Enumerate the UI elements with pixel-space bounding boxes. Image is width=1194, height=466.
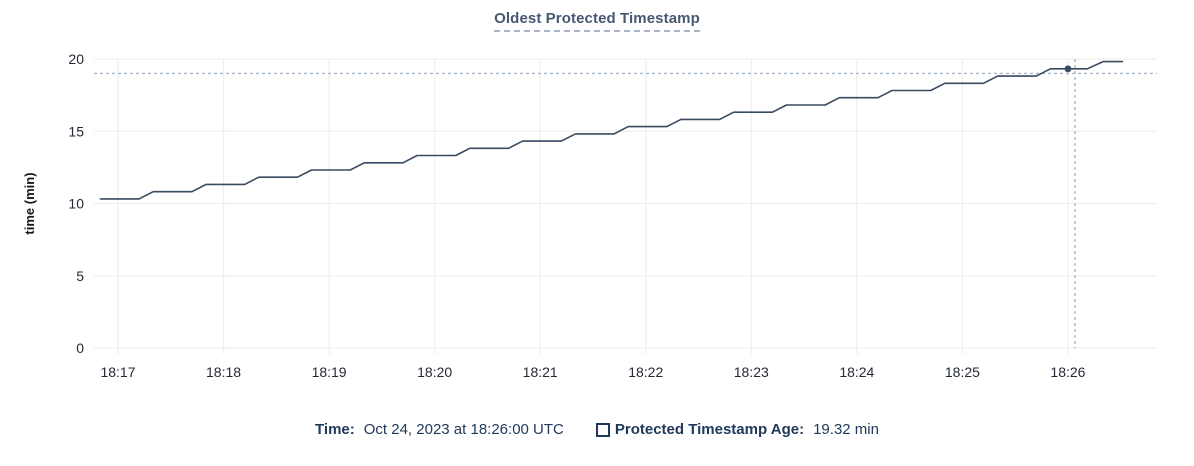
timeseries-chart[interactable]: 0 5 10 15 20 18:17 18:18 18:19 18:20 18:21 18:22 18…	[0, 0, 1194, 410]
y-tick-label: 10	[68, 196, 84, 212]
x-tick-label: 18:19	[312, 364, 347, 380]
chart-title[interactable]: Oldest Protected Timestamp	[494, 10, 700, 32]
x-tick-label: 18:24	[839, 364, 874, 380]
x-tick-label: 18:23	[734, 364, 769, 380]
legend-series-label: Protected Timestamp Age:	[614, 421, 805, 438]
chart-legend: Time: Oct 24, 2023 at 18:26:00 UTC Prote…	[0, 421, 1194, 439]
legend-time-value: Oct 24, 2023 at 18:26:00 UTC	[363, 421, 564, 438]
y-tick-label: 0	[76, 340, 84, 356]
legend-time-label: Time:	[315, 421, 355, 438]
y-axis-label: time (min)	[22, 172, 37, 234]
series-line-protected-timestamp-age	[99, 60, 1124, 200]
hover-dot	[1064, 65, 1072, 73]
x-tick-label: 18:17	[100, 364, 135, 380]
x-tick-label: 18:21	[523, 364, 558, 380]
y-tick-label: 5	[76, 268, 84, 284]
y-tick-label: 15	[68, 123, 84, 139]
y-tick-label: 20	[68, 51, 84, 67]
x-tick-label: 18:22	[628, 364, 663, 380]
legend-series-value: 19.32 min	[813, 421, 879, 438]
series-swatch-checkbox[interactable]	[595, 423, 610, 437]
x-tick-label: 18:25	[945, 364, 980, 380]
chart-title-row: Oldest Protected Timestamp	[0, 10, 1194, 32]
x-tick-label: 18:20	[417, 364, 452, 380]
x-tick-label: 18:18	[206, 364, 241, 380]
x-tick-label: 18:26	[1050, 364, 1085, 380]
